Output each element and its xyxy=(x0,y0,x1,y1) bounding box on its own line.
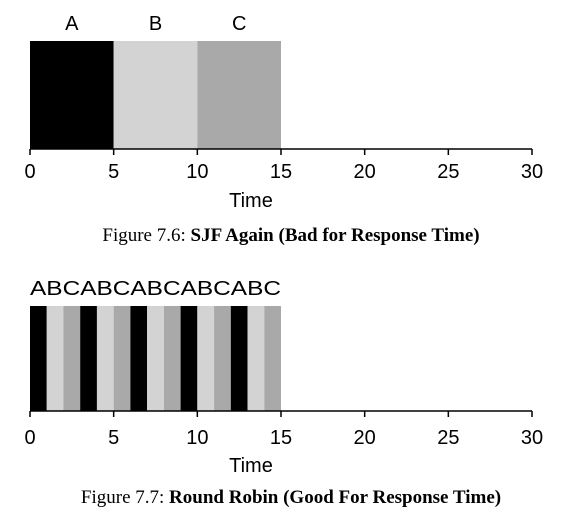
bar-segment-a-6 xyxy=(130,306,148,411)
bar-segment-a-12 xyxy=(230,306,248,411)
chart-sjf: A B C 0 5 10 15 20 25 30 Time xyxy=(24,13,543,212)
bar-segment-c-8 xyxy=(163,306,181,411)
bar-segment-a-9 xyxy=(180,306,198,411)
bar-segment-b-10 xyxy=(197,306,215,411)
bar-segment-b-7 xyxy=(147,306,164,411)
x-tick-label-20: 20 xyxy=(354,161,376,183)
caption-figure-7-6: Figure 7.6: SJF Again (Bad for Response … xyxy=(0,225,582,247)
bar-segment-b-1 xyxy=(46,306,64,411)
bar-segment-c-11 xyxy=(214,306,231,411)
x-tick-label-20: 20 xyxy=(354,427,376,449)
job-label-c: C xyxy=(232,13,246,35)
bar-segment-b-13 xyxy=(247,306,265,411)
chart-round-robin: ABCABCABCABCABC 0 5 10 15 20 25 30 Time xyxy=(24,278,543,477)
x-axis-label: Time xyxy=(229,455,273,477)
caption-prefix: Figure 7.6: xyxy=(102,225,191,246)
bar-segment-c-14 xyxy=(264,306,281,411)
x-tick-label-5: 5 xyxy=(108,427,119,449)
x-tick-label-25: 25 xyxy=(437,427,459,449)
x-tick-label-5: 5 xyxy=(108,161,119,183)
x-tick-label-0: 0 xyxy=(24,161,35,183)
x-tick-label-30: 30 xyxy=(521,161,543,183)
bar-segment-c-5 xyxy=(113,306,131,411)
bar-segment-c-2 xyxy=(63,306,81,411)
x-axis-label: Time xyxy=(229,190,273,212)
x-tick-label-0: 0 xyxy=(24,427,35,449)
bar-segment-a-0 xyxy=(30,41,114,149)
bar-segment-b-4 xyxy=(96,306,114,411)
x-tick-label-15: 15 xyxy=(270,161,292,183)
caption-title: Round Robin (Good For Response Time) xyxy=(169,487,502,508)
caption-figure-7-7: Figure 7.7: Round Robin (Good For Respon… xyxy=(0,487,582,509)
x-tick-label-30: 30 xyxy=(521,427,543,449)
caption-title: SJF Again (Bad for Response Time) xyxy=(190,225,480,246)
x-tick-label-25: 25 xyxy=(437,161,459,183)
caption-prefix: Figure 7.7: xyxy=(80,487,170,508)
bar-segment-b-1 xyxy=(113,41,198,149)
job-sequence-label: ABCABCABCABCABC xyxy=(30,278,281,300)
bar-segment-a-3 xyxy=(80,306,97,411)
x-tick-label-10: 10 xyxy=(186,427,208,449)
bar-segment-c-2 xyxy=(197,41,281,149)
bar-segment-a-0 xyxy=(30,306,47,411)
x-tick-label-15: 15 xyxy=(270,427,292,449)
job-label-b: B xyxy=(149,13,162,35)
x-tick-label-10: 10 xyxy=(186,161,208,183)
job-label-a: A xyxy=(65,13,79,35)
